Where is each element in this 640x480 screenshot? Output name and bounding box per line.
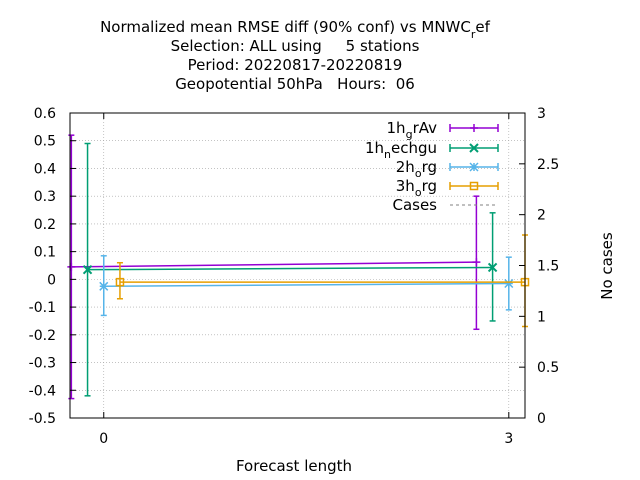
data-point (115, 277, 125, 287)
title-line-1: Normalized mean RMSE diff (90% conf) vs … (100, 18, 491, 41)
y-tick-label: 0.5 (34, 134, 56, 150)
title-subscript: r (471, 28, 476, 41)
y2-tick-label: 1.5 (537, 259, 559, 275)
legend-label-sub: o (415, 186, 422, 199)
y-tick-label: 0.4 (34, 161, 56, 177)
legend-label-tail: rAv (413, 119, 438, 137)
legend-label-tail: rg (422, 158, 437, 176)
y-tick-label: -0.4 (29, 383, 56, 399)
legend-label-main: 1h (387, 119, 406, 137)
legend-label-main: 1h (365, 139, 384, 157)
legend-entry: 1hgrAv (387, 119, 499, 141)
y2-axis-label: No cases (598, 232, 616, 300)
series-line (103, 282, 509, 288)
legend-label-sub: g (406, 128, 413, 141)
y2-tick-label: 2 (537, 208, 546, 224)
legend-label-tail: rg (422, 177, 437, 195)
legend-label-sub: o (415, 167, 422, 180)
data-point (82, 264, 93, 275)
legend-marker (469, 181, 479, 191)
series-4 (115, 234, 530, 328)
x-tick-label: 3 (504, 431, 513, 447)
legend-marker (469, 143, 479, 153)
data-point (67, 262, 76, 271)
series-layer (67, 112, 530, 400)
legend-marker (470, 124, 478, 132)
title-tail: ef (475, 18, 490, 36)
legend-marker (469, 162, 479, 172)
legend-label: 1hgrAv (387, 119, 438, 141)
legend-entry: Cases (392, 196, 498, 214)
x-axis-label: Forecast length (236, 457, 352, 475)
y-tick-label: 0.6 (34, 106, 56, 122)
data-point (504, 278, 514, 289)
legend-label-main: 3h (396, 177, 415, 195)
legend-label: 1hnechgu (365, 139, 437, 161)
data-point (99, 281, 109, 291)
y2-tick-label: 2.5 (537, 157, 559, 173)
data-point (487, 262, 498, 273)
legend-label: Cases (392, 196, 437, 214)
title-line-2: Selection: ALL using 5 stations (171, 37, 420, 55)
series-line (71, 261, 477, 268)
data-point (472, 258, 481, 267)
y-tick-label: -0.1 (29, 300, 56, 316)
series-2 (82, 142, 498, 397)
chart-title: Normalized mean RMSE diff (90% conf) vs … (100, 18, 491, 93)
grid (70, 113, 525, 418)
series-line (87, 266, 493, 271)
y-tick-label: 0.3 (34, 189, 56, 205)
series-1 (67, 134, 481, 400)
series-3 (99, 255, 514, 317)
y2-tick-label: 3 (537, 106, 546, 122)
y-tick-label: 0 (47, 272, 56, 288)
legend-entry: 1hnechgu (365, 139, 499, 161)
y-tick-label: 0.1 (34, 245, 56, 261)
y2-tick-label: 1 (537, 309, 546, 325)
axes: 0.6 0.5 0.4 0.3 0.2 0.1 0 -0.1 -0.2 -0.3 -0.4 -0.5 3… (29, 106, 560, 447)
legend-label-sub: n (384, 148, 391, 161)
y2-tick-label: 0 (537, 411, 546, 427)
y-tick-label: -0.5 (29, 411, 56, 427)
y-tick-label: -0.2 (29, 328, 56, 344)
legend-entry: 3horg (396, 177, 499, 199)
y-tick-label: 0.2 (34, 217, 56, 233)
x-tick-label: 0 (99, 431, 108, 447)
legend-entry: 2horg (396, 158, 499, 180)
legend-label: 2horg (396, 158, 437, 180)
legend-label: 3horg (396, 177, 437, 199)
legend-label-main: 2h (396, 158, 415, 176)
y2-tick-label: 0.5 (537, 360, 559, 376)
title-line-4: Geopotential 50hPa Hours: 06 (175, 75, 415, 93)
y-tick-label: -0.3 (29, 356, 56, 372)
title-line-3: Period: 20220817-20220819 (188, 56, 403, 74)
legend-label-tail: echgu (391, 139, 437, 157)
